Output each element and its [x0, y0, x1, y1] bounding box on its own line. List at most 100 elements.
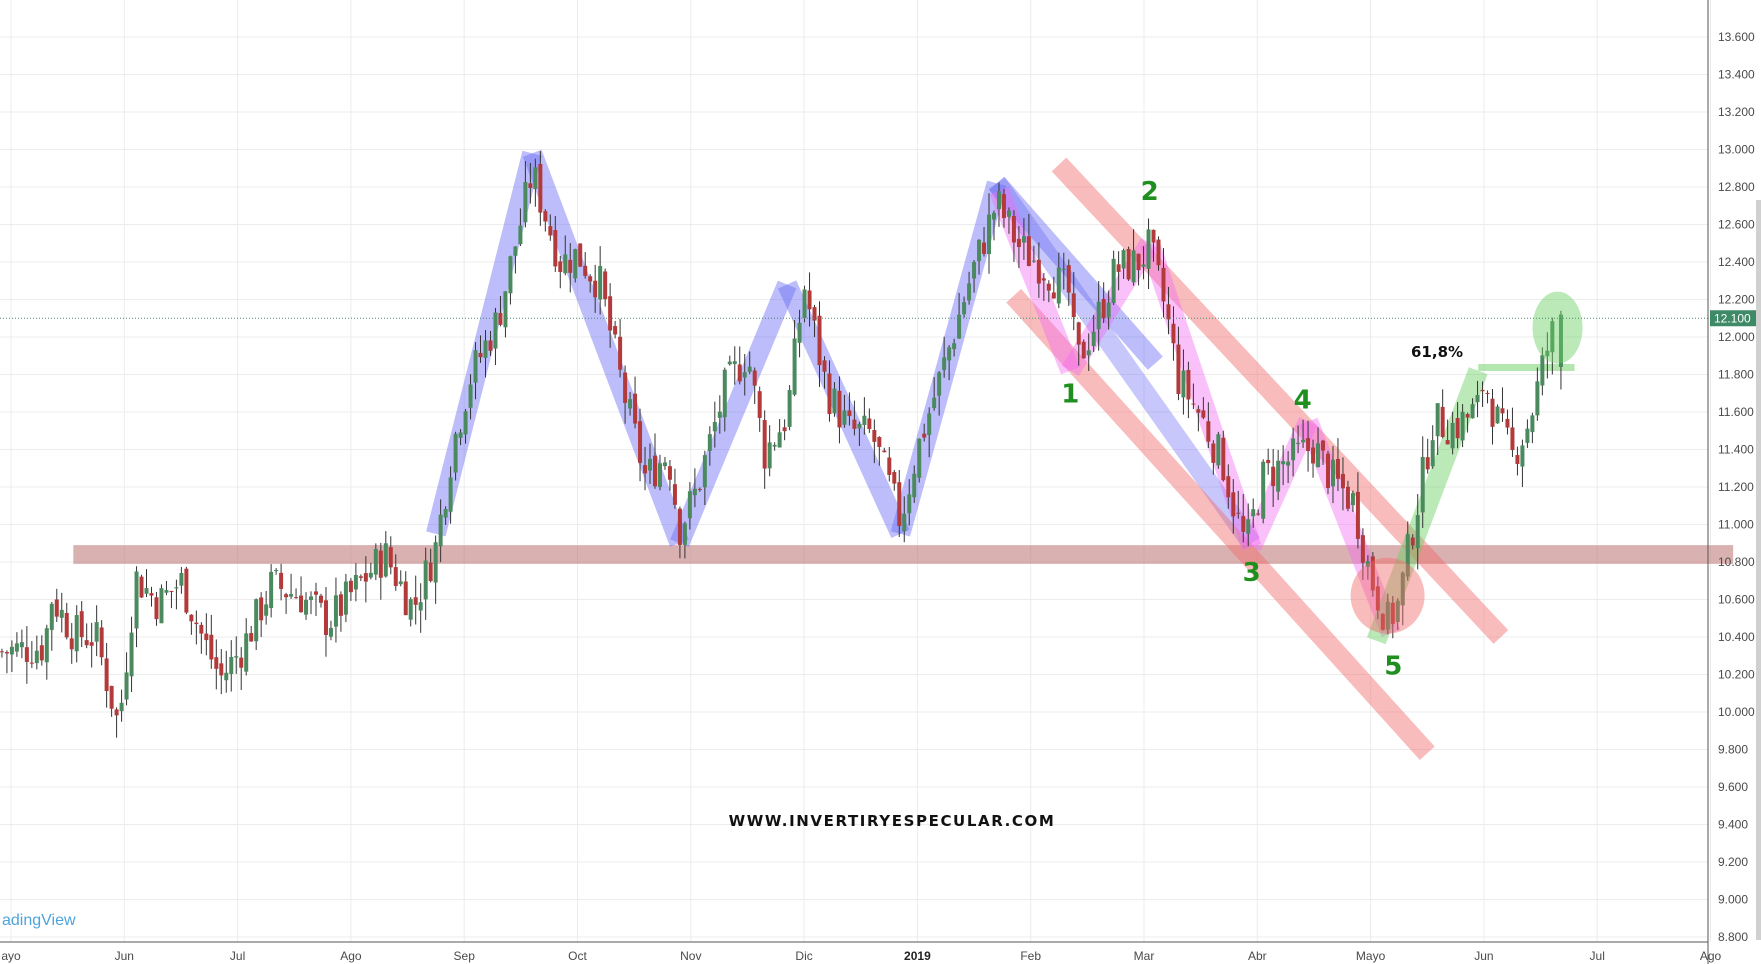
candle-body	[1136, 253, 1141, 271]
candle-body	[1116, 264, 1121, 272]
fib-level-line	[1478, 364, 1575, 371]
brand-text[interactable]: adingView	[2, 912, 76, 929]
x-tick-label: ayo	[1, 949, 21, 963]
candle-body	[363, 573, 368, 582]
y-tick-label: 11.200	[1718, 480, 1754, 494]
candle-body	[1251, 509, 1256, 517]
y-tick-label: 9.400	[1718, 818, 1748, 832]
candle-body	[284, 594, 289, 598]
candle-body	[1510, 427, 1515, 451]
candle-body	[458, 432, 463, 438]
candle-body	[423, 560, 428, 600]
candle-body	[1006, 210, 1011, 217]
candle-body	[982, 242, 987, 254]
candle-body	[1460, 411, 1465, 441]
candle-body	[154, 597, 159, 620]
candle-body	[1176, 344, 1181, 395]
candle-body	[1201, 410, 1206, 418]
candle-body	[553, 230, 558, 267]
candle-body	[1355, 491, 1360, 539]
candle-body	[1296, 442, 1301, 444]
candle-body	[309, 596, 314, 600]
candle-body	[513, 246, 518, 256]
candle-body	[174, 587, 179, 589]
candle-body	[1415, 515, 1420, 548]
candle-body	[1470, 404, 1475, 419]
candle-body	[772, 444, 777, 447]
candle-body	[822, 360, 827, 372]
candle-body	[418, 602, 423, 611]
candle-body	[802, 289, 807, 319]
candle-body	[373, 548, 378, 575]
candle-body	[1046, 283, 1051, 291]
candle-body	[608, 296, 613, 331]
candle-body	[1181, 370, 1186, 398]
candle-body	[603, 271, 608, 300]
candle-body	[628, 399, 633, 409]
candle-body	[1121, 250, 1126, 269]
candle-body	[1335, 458, 1340, 479]
candle-body	[1306, 438, 1311, 451]
candle-body	[927, 413, 932, 436]
last-price-line: 12.100	[0, 310, 1756, 327]
candle-body	[1485, 392, 1490, 394]
candle-body	[1281, 461, 1286, 465]
candle-body	[1425, 457, 1430, 470]
candle-body	[89, 642, 94, 646]
candle-body	[922, 433, 927, 438]
candle-body	[29, 662, 34, 664]
candle-body	[468, 384, 473, 408]
candle-body	[957, 314, 962, 339]
y-tick-label: 12.800	[1718, 180, 1755, 194]
candle-body	[937, 372, 942, 396]
candle-body	[139, 576, 144, 598]
candle-body	[294, 597, 299, 599]
candle-body	[932, 397, 937, 409]
candle-body	[493, 312, 498, 349]
channel-lower	[1006, 289, 1435, 760]
candle-body	[1246, 519, 1251, 534]
candle-body	[837, 390, 842, 428]
candle-body	[1475, 395, 1480, 403]
candle-body	[269, 571, 274, 609]
wave-label: 3	[1243, 558, 1261, 588]
candle-body	[737, 364, 742, 382]
candle-body	[812, 307, 817, 321]
candle-body	[1395, 600, 1400, 623]
candle-body	[1196, 409, 1201, 413]
candle-body	[1465, 414, 1470, 418]
x-tick-label: Nov	[680, 949, 701, 963]
y-tick-label: 11.600	[1718, 405, 1754, 419]
candle-body	[109, 685, 114, 709]
candle-body	[1400, 572, 1405, 606]
candle-body	[697, 488, 702, 490]
candle-body	[79, 611, 84, 638]
y-tick-label: 11.800	[1718, 368, 1754, 382]
candle-body	[1021, 236, 1026, 243]
candle-body	[1435, 403, 1440, 437]
candle-body	[169, 590, 174, 592]
candle-body	[338, 594, 343, 616]
candle-body	[578, 243, 583, 267]
y-tick-label: 10.800	[1718, 555, 1755, 569]
candle-body	[353, 574, 358, 590]
candle-body	[583, 265, 588, 276]
candle-body	[1370, 556, 1375, 591]
y-tick-label: 9.600	[1718, 780, 1748, 794]
candle-body	[164, 590, 169, 593]
wave-label: 5	[1384, 652, 1402, 682]
candle-body	[533, 167, 538, 189]
candle-body	[1041, 278, 1046, 281]
candle-body	[633, 393, 638, 424]
candle-body	[134, 571, 139, 629]
candle-body	[9, 646, 14, 655]
candle-body	[672, 484, 677, 505]
candle-body	[972, 262, 977, 279]
candle-body	[433, 542, 438, 583]
candle-body	[1161, 267, 1166, 302]
candle-body	[483, 340, 488, 358]
candle-body	[144, 588, 149, 594]
channel-upper	[1051, 157, 1509, 644]
candle-body	[897, 482, 902, 526]
x-tick-label: Ago	[1700, 949, 1722, 963]
